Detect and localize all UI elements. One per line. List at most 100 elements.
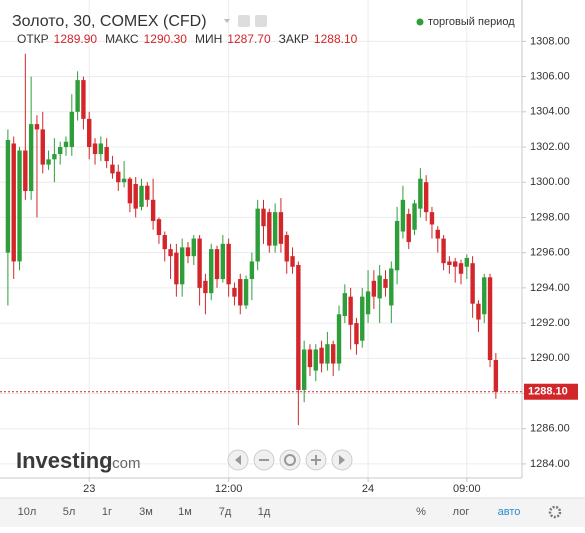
option-button[interactable]: лог bbox=[453, 506, 470, 518]
candle-body bbox=[139, 185, 144, 207]
candle-body bbox=[470, 263, 475, 304]
y-tick-label: 1292.00 bbox=[530, 317, 570, 329]
candle-body bbox=[197, 238, 202, 288]
candle-body bbox=[255, 208, 260, 262]
y-tick-label: 1296.00 bbox=[530, 247, 570, 259]
candle-body bbox=[261, 208, 266, 227]
period-button[interactable]: 1д bbox=[258, 506, 271, 518]
plus-v bbox=[315, 455, 317, 465]
option-button[interactable]: авто bbox=[498, 506, 521, 518]
x-tick-label: 09:00 bbox=[453, 483, 481, 495]
candle-body bbox=[92, 143, 98, 155]
candle-body bbox=[267, 212, 272, 246]
candle-body bbox=[377, 275, 382, 299]
ohlc-value: 1289.90 bbox=[54, 32, 98, 46]
gear-icon[interactable] bbox=[548, 505, 562, 519]
y-tick-label: 1286.00 bbox=[530, 423, 570, 435]
candle-body bbox=[174, 252, 179, 285]
candle-body bbox=[203, 280, 208, 294]
candle-body bbox=[342, 293, 348, 317]
period-button[interactable]: 10л bbox=[18, 506, 37, 518]
y-tick-label: 1290.00 bbox=[530, 352, 570, 364]
period-button[interactable]: 1г bbox=[102, 506, 112, 518]
candle-body bbox=[319, 347, 324, 364]
candle-body bbox=[209, 249, 214, 294]
period-button[interactable]: 1м bbox=[178, 506, 192, 518]
candle-body bbox=[179, 247, 185, 285]
candle-body bbox=[435, 229, 440, 239]
candle-body bbox=[17, 150, 22, 262]
ohlc-value: 1287.70 bbox=[227, 32, 271, 46]
ohlc-legend: ОТКР 1289.90 МАКС 1290.30 МИН 1287.70 ЗАКР 1288… bbox=[17, 32, 358, 46]
period-button[interactable]: 3м bbox=[139, 506, 153, 518]
ohlc-label: ОТКР bbox=[17, 32, 49, 46]
candle-body bbox=[249, 261, 255, 280]
candle-body bbox=[400, 199, 406, 232]
ohlc-label: МИН bbox=[195, 32, 222, 46]
last-price-box bbox=[524, 383, 578, 400]
candle-body bbox=[429, 212, 435, 225]
candle-body bbox=[46, 159, 51, 165]
candle-body bbox=[290, 256, 295, 267]
y-tick-label: 1308.00 bbox=[530, 35, 570, 47]
candle-body bbox=[214, 249, 220, 280]
candle-body bbox=[226, 243, 231, 285]
toolbar-buttons: 10л 5л 1г 3м 1м 7д 1д% лог авто bbox=[18, 506, 521, 518]
candle-body bbox=[28, 124, 34, 192]
y-tick-label: 1304.00 bbox=[530, 106, 570, 118]
candle-body bbox=[63, 141, 69, 148]
arrow-right bbox=[339, 455, 345, 465]
candle-body bbox=[383, 279, 388, 288]
candle-body bbox=[98, 143, 104, 155]
candle-body bbox=[452, 261, 458, 267]
candle-body bbox=[331, 344, 336, 364]
candle-body bbox=[5, 139, 11, 253]
dropdown-icon[interactable] bbox=[224, 19, 230, 23]
x-tick-label: 12:00 bbox=[215, 483, 243, 495]
settings-icon[interactable] bbox=[238, 15, 250, 27]
candle-body bbox=[307, 349, 313, 368]
candle-body bbox=[493, 360, 499, 392]
candle-body bbox=[406, 213, 411, 243]
plot: 1288.10 bbox=[0, 53, 578, 426]
logo-suffix: .com bbox=[108, 455, 141, 472]
reset[interactable] bbox=[279, 449, 301, 471]
y-tick-label: 1302.00 bbox=[530, 141, 570, 153]
candle-body bbox=[220, 243, 226, 280]
logo: Investing bbox=[16, 448, 113, 473]
toolbar bbox=[0, 499, 585, 527]
candle-body bbox=[348, 296, 353, 325]
option-button[interactable]: % bbox=[416, 506, 426, 518]
candle-body bbox=[476, 303, 481, 320]
candle-body bbox=[301, 349, 307, 390]
candle-body bbox=[127, 178, 133, 204]
candle-body bbox=[458, 263, 464, 274]
close-icon[interactable] bbox=[255, 15, 267, 27]
candle-body bbox=[232, 287, 237, 297]
candle-body bbox=[325, 344, 330, 364]
candle-body bbox=[11, 143, 16, 262]
candle-body bbox=[104, 147, 109, 162]
reset-glyph bbox=[284, 454, 296, 466]
candle-body bbox=[354, 323, 359, 345]
candle-body bbox=[40, 129, 45, 165]
candle-body bbox=[243, 279, 249, 306]
candle-body bbox=[52, 154, 57, 160]
period-button[interactable]: 7д bbox=[219, 506, 232, 518]
candle-body bbox=[464, 257, 470, 267]
y-tick-label: 1306.00 bbox=[530, 70, 570, 82]
candle-body bbox=[81, 80, 86, 119]
candle-body bbox=[296, 264, 301, 390]
candle-body bbox=[69, 111, 75, 148]
candle-body bbox=[75, 80, 80, 112]
candle-body bbox=[87, 118, 92, 148]
chart-title: Золото, 30, COMEX (CFD) bbox=[12, 13, 207, 30]
candle-body bbox=[121, 178, 127, 183]
candle-body bbox=[389, 268, 394, 306]
x-tick-label: 24 bbox=[362, 483, 374, 495]
period-button[interactable]: 5л bbox=[63, 506, 76, 518]
y-tick-label: 1284.00 bbox=[530, 458, 570, 470]
arrow-left bbox=[235, 455, 241, 465]
